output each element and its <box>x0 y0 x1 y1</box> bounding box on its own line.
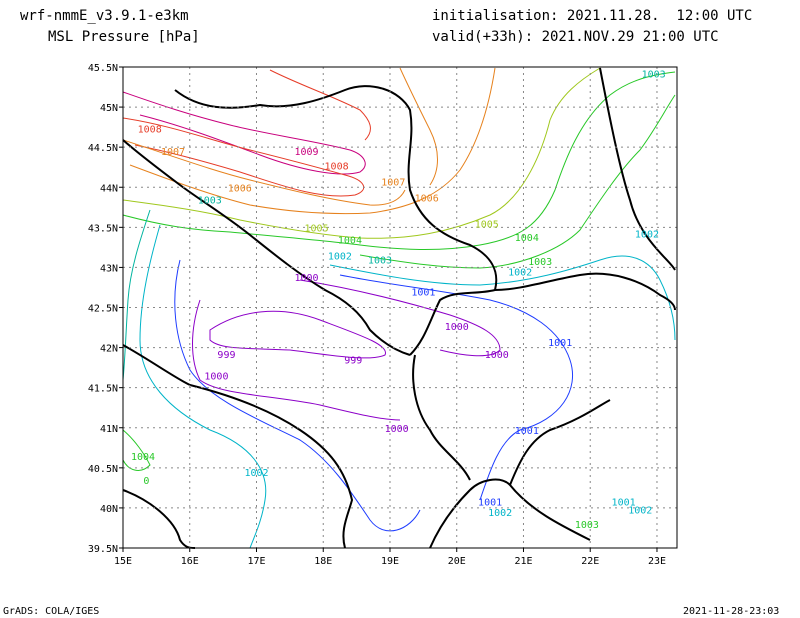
lat-tick-label: 41.5N <box>88 384 118 395</box>
isobar-1007-n <box>399 67 438 186</box>
footer-grads: GrADS: COLA/IGES <box>3 606 100 617</box>
isobar-1000-e <box>299 279 501 357</box>
isobar-label: 1006 <box>228 183 252 194</box>
isobar-label: 1005 <box>305 223 329 234</box>
isobar-1003-e <box>359 94 676 269</box>
lat-tick-label: 39.5N <box>88 544 118 555</box>
isobar-label: 1003 <box>198 195 222 206</box>
isobar-label: 1001 <box>612 498 636 509</box>
lat-lon-grid <box>123 67 677 548</box>
isobar-label: 1001 <box>478 498 502 509</box>
isobar-label: 1001 <box>411 287 435 298</box>
lon-tick-label: 20E <box>448 556 466 567</box>
lat-tick-label: 44.5N <box>88 143 118 154</box>
lat-tick-label: 44N <box>100 183 118 194</box>
isobar-1006 <box>129 67 496 215</box>
isobar-1003 <box>122 209 151 381</box>
isobar-label: 1007 <box>161 147 185 158</box>
lat-tick-label: 42N <box>100 344 118 355</box>
isobar-1001-e <box>339 274 574 501</box>
lon-tick-label: 19E <box>381 556 399 567</box>
isobar-label: 1004 <box>338 235 362 246</box>
footer-timestamp: 2021-11-28-23:03 <box>683 606 780 617</box>
isobar-999 <box>209 310 386 359</box>
italy-coast <box>122 344 354 549</box>
field-title: MSL Pressure [hPa] <box>48 29 200 45</box>
isobar-label: 1002 <box>328 251 352 262</box>
lat-tick-label: 43N <box>100 263 118 274</box>
isobar-label: 1000 <box>204 372 228 383</box>
lon-tick-label: 23E <box>648 556 666 567</box>
isobar-label: 0 <box>143 476 149 487</box>
isobar-label: 1002 <box>628 506 652 517</box>
isobar-label: 1002 <box>244 468 268 479</box>
heel-coast <box>122 489 196 549</box>
isobar-label: 1002 <box>508 267 532 278</box>
isobar-label: 1002 <box>635 230 659 241</box>
axis-tick-labels: 15E 16E 17E 18E 19E 20E 21E 22E 23E 45.5N 45N 44.5N… <box>88 63 666 567</box>
lon-tick-label: 17E <box>247 556 265 567</box>
isobar-1002-e <box>329 255 676 341</box>
lat-tick-label: 40N <box>100 504 118 515</box>
isobar-label: 1004 <box>515 233 539 244</box>
isobar-label: 1003 <box>528 257 552 268</box>
lat-tick-label: 45.5N <box>88 63 118 74</box>
isobar-label: 1007 <box>381 178 405 189</box>
isobar-label: 1003 <box>368 255 392 266</box>
isobar-1008 <box>122 117 365 197</box>
lon-tick-label: 22E <box>581 556 599 567</box>
isobar-label: 999 <box>344 356 362 367</box>
border-5 <box>599 67 676 271</box>
isobar-1000 <box>192 299 401 421</box>
isobar-1002 <box>139 224 267 549</box>
isobar-1005 <box>122 67 601 239</box>
isobar-1001 <box>174 259 421 532</box>
isobar-label: 1009 <box>295 147 319 158</box>
isobar-1004-w <box>122 429 151 471</box>
adriatic-east-coast <box>122 139 411 356</box>
border-2 <box>409 272 676 356</box>
init-time: initialisation: 2021.11.28. 12:00 UTC <box>432 8 753 24</box>
greece-coast <box>429 478 591 549</box>
valid-time: valid(+33h): 2021.NOV.29 21:00 UTC <box>432 29 719 45</box>
isobar-label: 1000 <box>385 424 409 435</box>
lon-tick-label: 18E <box>314 556 332 567</box>
isobar-label: 1000 <box>445 322 469 333</box>
lon-tick-label: 15E <box>114 556 132 567</box>
isobar-label: 1000 <box>295 273 319 284</box>
isobar-label: 1000 <box>485 350 509 361</box>
isobar-label: 1008 <box>138 125 162 136</box>
isobar-labels: 1003 1008 1007 1009 1008 1007 1006 1006 1003 1005… <box>131 69 666 531</box>
isobar-label: 999 <box>217 350 235 361</box>
lat-tick-label: 42.5N <box>88 304 118 315</box>
border-3 <box>412 354 471 481</box>
border-4 <box>509 399 611 486</box>
coastlines-borders <box>122 67 676 549</box>
lat-tick-label: 45N <box>100 103 118 114</box>
lon-tick-label: 16E <box>181 556 199 567</box>
isobar-label: 1008 <box>325 162 349 173</box>
isobar-label: 1004 <box>131 452 155 463</box>
isobar-label: 1001 <box>548 338 572 349</box>
isobar-1008-n <box>269 69 371 141</box>
isobar-label: 1001 <box>515 426 539 437</box>
isobar-label: 1005 <box>475 219 499 230</box>
lat-tick-label: 43.5N <box>88 223 118 234</box>
lon-tick-label: 21E <box>514 556 532 567</box>
isobar-label: 1006 <box>415 194 439 205</box>
lat-tick-label: 40.5N <box>88 464 118 475</box>
model-title: wrf-nmmE_v3.9.1-e3km <box>20 8 189 24</box>
isobar-label: 1003 <box>575 520 599 531</box>
isobar-1007 <box>122 139 406 206</box>
isobar-label: 1003 <box>642 69 666 80</box>
lat-tick-label: 41N <box>100 424 118 435</box>
isobar-1004 <box>122 71 676 251</box>
border-1 <box>174 85 498 291</box>
isobar-label: 1002 <box>488 508 512 519</box>
